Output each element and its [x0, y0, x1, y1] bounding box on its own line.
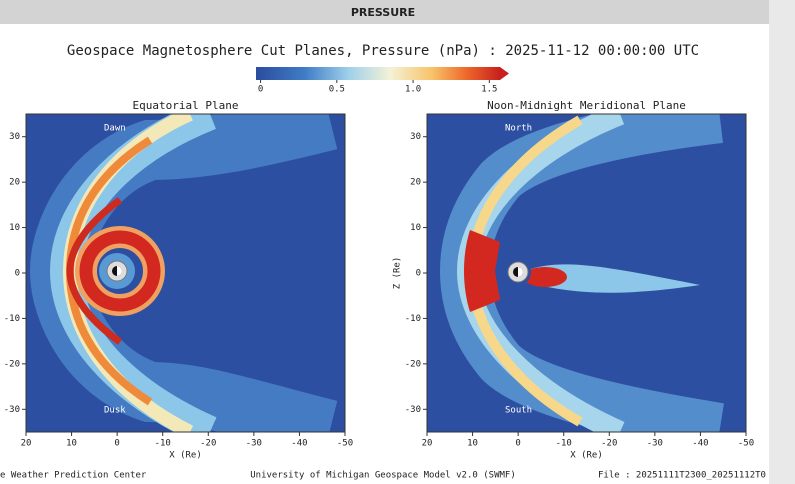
colorbar-tick-label: 1.0 [405, 85, 421, 95]
x-tick-label: 20 [422, 439, 433, 449]
footer-center: University of Michigan Geospace Model v2… [250, 471, 516, 481]
annotation: Dusk [104, 406, 126, 416]
x-tick-label: -40 [692, 439, 708, 449]
y-tick-label: -20 [4, 359, 20, 369]
y-tick-label: 0 [416, 269, 421, 279]
panel-title: Equatorial Plane [133, 99, 239, 112]
x-tick-label: 0 [114, 439, 119, 449]
y-tick-label: 0 [15, 269, 20, 279]
y-tick-label: -10 [4, 314, 20, 324]
earth-icon [507, 261, 529, 283]
x-tick-label: -20 [200, 439, 216, 449]
x-tick-label: -30 [647, 439, 663, 449]
meridional-field [427, 114, 746, 432]
header-title: PRESSURE [351, 6, 415, 19]
x-tick-label: -40 [291, 439, 307, 449]
y-tick-label: 30 [9, 132, 20, 142]
panels: Equatorial Plane 20 10 0 -10 -20 -30 -40 -50 30 20… [4, 99, 754, 461]
colorbar-fill [256, 67, 500, 80]
y-tick-label: 10 [410, 223, 421, 233]
x-tick-label: 10 [66, 439, 77, 449]
y-axis-label: Z (Re) [393, 257, 403, 290]
y-tick-label: -20 [405, 359, 421, 369]
x-axis-label: X (Re) [570, 451, 603, 461]
x-tick-label: -20 [601, 439, 617, 449]
y-tick-label: 30 [410, 132, 421, 142]
x-tick-label: -30 [246, 439, 262, 449]
figure-title: Geospace Magnetosphere Cut Planes, Press… [67, 43, 699, 59]
scroll-strip [769, 0, 795, 484]
annotation: Dawn [104, 124, 126, 134]
equatorial-field [26, 114, 345, 432]
x-tick-label: 20 [21, 439, 32, 449]
annotation: North [505, 124, 532, 134]
header-bar [0, 0, 769, 24]
y-tick-label: -10 [405, 314, 421, 324]
x-axis-label: X (Re) [169, 451, 202, 461]
colorbar-tick-label: 1.5 [481, 85, 497, 95]
y-tick-label: 10 [9, 223, 20, 233]
x-tick-label: -10 [155, 439, 171, 449]
colorbar-arrow [500, 67, 509, 80]
y-tick-label: -30 [4, 405, 20, 415]
footer-left: e Weather Prediction Center [0, 471, 147, 481]
annotation: South [505, 406, 532, 416]
x-tick-label: 0 [515, 439, 520, 449]
colorbar-tick-label: 0.5 [329, 85, 345, 95]
colorbar-tick-label: 0 [258, 85, 263, 95]
y-tick-label: -30 [405, 405, 421, 415]
x-tick-label: -50 [738, 439, 754, 449]
x-tick-label: -50 [337, 439, 353, 449]
y-tick-label: 20 [410, 178, 421, 188]
footer-right: File : 20251111T2300_20251112T0 [598, 471, 766, 481]
earth-icon [106, 260, 128, 282]
y-tick-label: 20 [9, 178, 20, 188]
panel-title: Noon-Midnight Meridional Plane [487, 99, 686, 112]
x-tick-label: 10 [467, 439, 478, 449]
x-tick-label: -10 [556, 439, 572, 449]
colorbar: 0 0.5 1.0 1.5 [256, 67, 509, 95]
